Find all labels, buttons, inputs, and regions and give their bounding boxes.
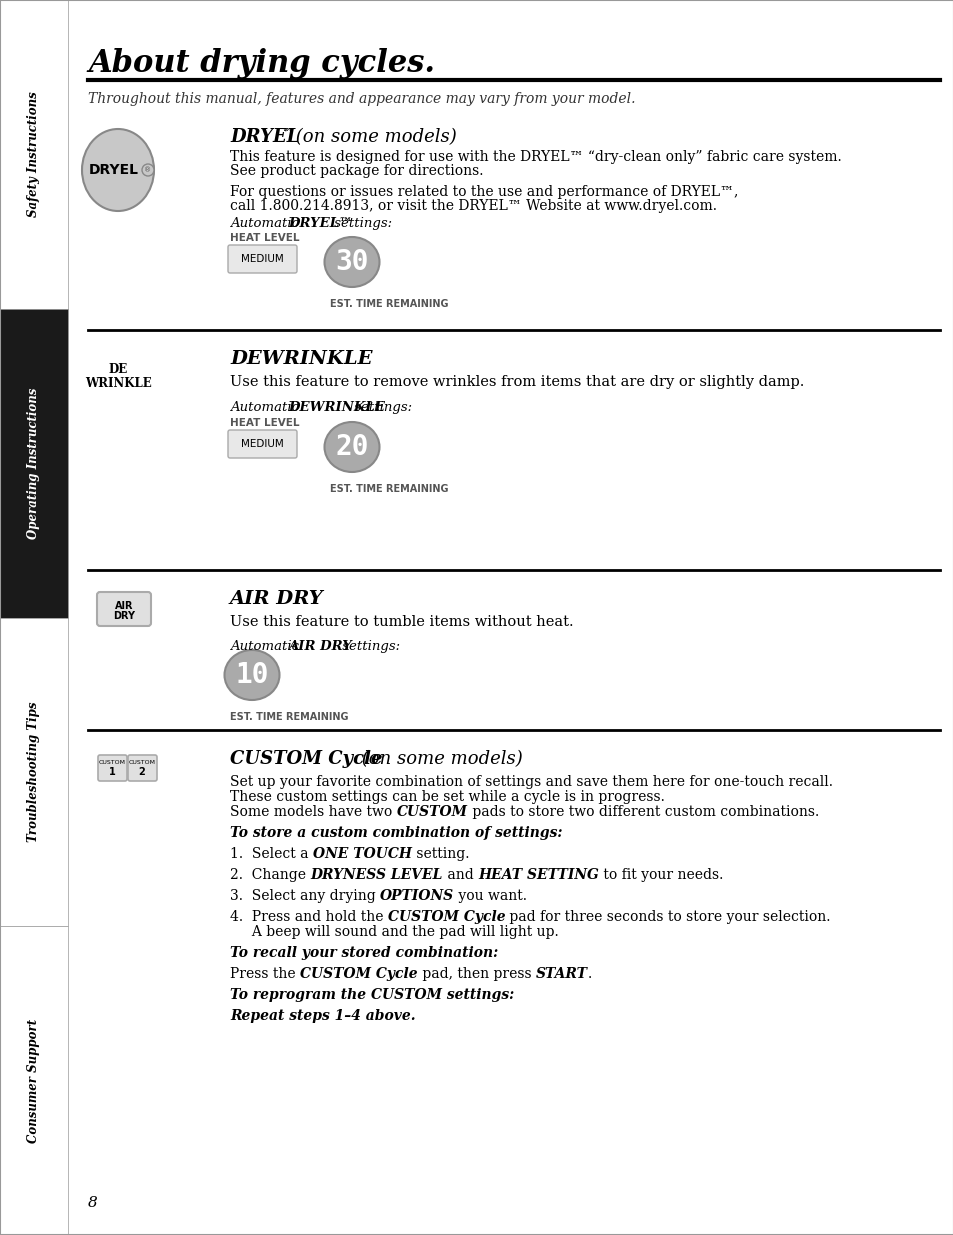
FancyBboxPatch shape bbox=[228, 245, 296, 273]
Text: DRY: DRY bbox=[112, 611, 135, 621]
Text: pads to store two different custom combinations.: pads to store two different custom combi… bbox=[467, 805, 818, 819]
FancyBboxPatch shape bbox=[128, 755, 157, 781]
Text: Troubleshooting Tips: Troubleshooting Tips bbox=[28, 701, 40, 842]
Text: START: START bbox=[535, 967, 587, 981]
FancyBboxPatch shape bbox=[97, 592, 151, 626]
Text: ONE TOUCH: ONE TOUCH bbox=[313, 847, 412, 861]
Text: Consumer Support: Consumer Support bbox=[28, 1019, 40, 1142]
Ellipse shape bbox=[324, 422, 379, 472]
Text: CUSTOM Cycle: CUSTOM Cycle bbox=[388, 910, 505, 924]
Text: (on some models): (on some models) bbox=[355, 750, 522, 768]
Text: Automatic: Automatic bbox=[230, 640, 303, 653]
Text: This feature is designed for use with the DRYEL™ “dry-clean only” fabric care sy: This feature is designed for use with th… bbox=[230, 149, 841, 164]
Text: Automatic: Automatic bbox=[230, 217, 303, 230]
Text: To recall your stored combination:: To recall your stored combination: bbox=[230, 946, 497, 960]
Bar bbox=[0, 618, 68, 926]
Text: DRYNESS LEVEL: DRYNESS LEVEL bbox=[310, 868, 442, 882]
Text: EST. TIME REMAINING: EST. TIME REMAINING bbox=[230, 713, 348, 722]
Text: DE: DE bbox=[109, 363, 128, 375]
Text: setting.: setting. bbox=[412, 847, 469, 861]
Text: Use this feature to tumble items without heat.: Use this feature to tumble items without… bbox=[230, 615, 573, 629]
Text: MEDIUM: MEDIUM bbox=[240, 254, 283, 264]
Text: Operating Instructions: Operating Instructions bbox=[28, 388, 40, 538]
Text: DEWRINKLE: DEWRINKLE bbox=[230, 350, 372, 368]
Bar bbox=[0, 0, 68, 309]
Ellipse shape bbox=[82, 128, 153, 211]
Text: to fit your needs.: to fit your needs. bbox=[598, 868, 722, 882]
Text: 2: 2 bbox=[138, 767, 145, 777]
Text: HEAT LEVEL: HEAT LEVEL bbox=[230, 417, 299, 429]
Text: pad for three seconds to store your selection.: pad for three seconds to store your sele… bbox=[505, 910, 830, 924]
Text: Automatic: Automatic bbox=[230, 401, 303, 414]
Text: OPTIONS: OPTIONS bbox=[379, 889, 454, 903]
Text: 1: 1 bbox=[109, 767, 115, 777]
Text: 20: 20 bbox=[335, 433, 369, 461]
Text: ®: ® bbox=[144, 167, 152, 173]
Text: Some models have two: Some models have two bbox=[230, 805, 396, 819]
Text: settings:: settings: bbox=[350, 401, 412, 414]
Text: To store a custom combination of settings:: To store a custom combination of setting… bbox=[230, 826, 562, 840]
Text: WRINKLE: WRINKLE bbox=[85, 377, 152, 390]
Text: call 1.800.214.8913, or visit the DRYEL™ Website at www.dryel.com.: call 1.800.214.8913, or visit the DRYEL™… bbox=[230, 199, 717, 212]
Text: 10: 10 bbox=[235, 661, 269, 689]
FancyBboxPatch shape bbox=[98, 755, 127, 781]
Text: ™: ™ bbox=[282, 128, 293, 138]
Text: Use this feature to remove wrinkles from items that are dry or slightly damp.: Use this feature to remove wrinkles from… bbox=[230, 375, 803, 389]
Text: settings:: settings: bbox=[330, 217, 392, 230]
Text: 4.  Press and hold the: 4. Press and hold the bbox=[230, 910, 388, 924]
Text: AIR DRY: AIR DRY bbox=[230, 590, 323, 608]
Text: pad, then press: pad, then press bbox=[417, 967, 535, 981]
Text: Safety Instructions: Safety Instructions bbox=[28, 91, 40, 217]
Text: Set up your favorite combination of settings and save them here for one-touch re: Set up your favorite combination of sett… bbox=[230, 776, 832, 789]
Text: About drying cycles.: About drying cycles. bbox=[88, 48, 435, 79]
Text: .: . bbox=[587, 967, 591, 981]
Text: EST. TIME REMAINING: EST. TIME REMAINING bbox=[330, 484, 448, 494]
Text: To reprogram the CUSTOM settings:: To reprogram the CUSTOM settings: bbox=[230, 988, 514, 1002]
Ellipse shape bbox=[324, 237, 379, 287]
Text: DRYEL: DRYEL bbox=[230, 128, 299, 146]
Text: settings:: settings: bbox=[337, 640, 399, 653]
Text: AIR: AIR bbox=[114, 601, 133, 611]
Text: DEWRINKLE: DEWRINKLE bbox=[288, 401, 384, 414]
Text: MEDIUM: MEDIUM bbox=[240, 438, 283, 450]
Text: 2.  Change: 2. Change bbox=[230, 868, 310, 882]
Text: EST. TIME REMAINING: EST. TIME REMAINING bbox=[330, 299, 448, 309]
Text: 8: 8 bbox=[88, 1195, 97, 1210]
Text: CUSTOM: CUSTOM bbox=[396, 805, 467, 819]
Text: Repeat steps 1–4 above.: Repeat steps 1–4 above. bbox=[230, 1009, 416, 1023]
Text: 3.  Select any drying: 3. Select any drying bbox=[230, 889, 379, 903]
Text: DRYEL™: DRYEL™ bbox=[288, 217, 352, 230]
Text: These custom settings can be set while a cycle is in progress.: These custom settings can be set while a… bbox=[230, 790, 664, 804]
Text: AIR DRY: AIR DRY bbox=[288, 640, 352, 653]
Text: you want.: you want. bbox=[454, 889, 527, 903]
Text: Press the: Press the bbox=[230, 967, 299, 981]
Ellipse shape bbox=[224, 650, 279, 700]
Text: and: and bbox=[442, 868, 477, 882]
Bar bbox=[0, 309, 68, 618]
Text: Throughout this manual, features and appearance may vary from your model.: Throughout this manual, features and app… bbox=[88, 91, 635, 106]
Text: See product package for directions.: See product package for directions. bbox=[230, 164, 483, 178]
Text: CUSTOM: CUSTOM bbox=[98, 761, 126, 766]
Circle shape bbox=[142, 164, 153, 177]
Text: HEAT LEVEL: HEAT LEVEL bbox=[230, 233, 299, 243]
Text: A beep will sound and the pad will light up.: A beep will sound and the pad will light… bbox=[230, 925, 558, 939]
Text: DRYEL: DRYEL bbox=[89, 163, 139, 177]
Text: CUSTOM Cycle: CUSTOM Cycle bbox=[230, 750, 382, 768]
Text: For questions or issues related to the use and performance of DRYEL™,: For questions or issues related to the u… bbox=[230, 185, 738, 199]
Text: 30: 30 bbox=[335, 248, 369, 275]
Text: (on some models): (on some models) bbox=[290, 128, 456, 146]
Text: HEAT SETTING: HEAT SETTING bbox=[477, 868, 598, 882]
FancyBboxPatch shape bbox=[228, 430, 296, 458]
Text: CUSTOM Cycle: CUSTOM Cycle bbox=[299, 967, 417, 981]
Text: CUSTOM: CUSTOM bbox=[129, 761, 155, 766]
Bar bbox=[0, 926, 68, 1235]
Text: 1.  Select a: 1. Select a bbox=[230, 847, 313, 861]
